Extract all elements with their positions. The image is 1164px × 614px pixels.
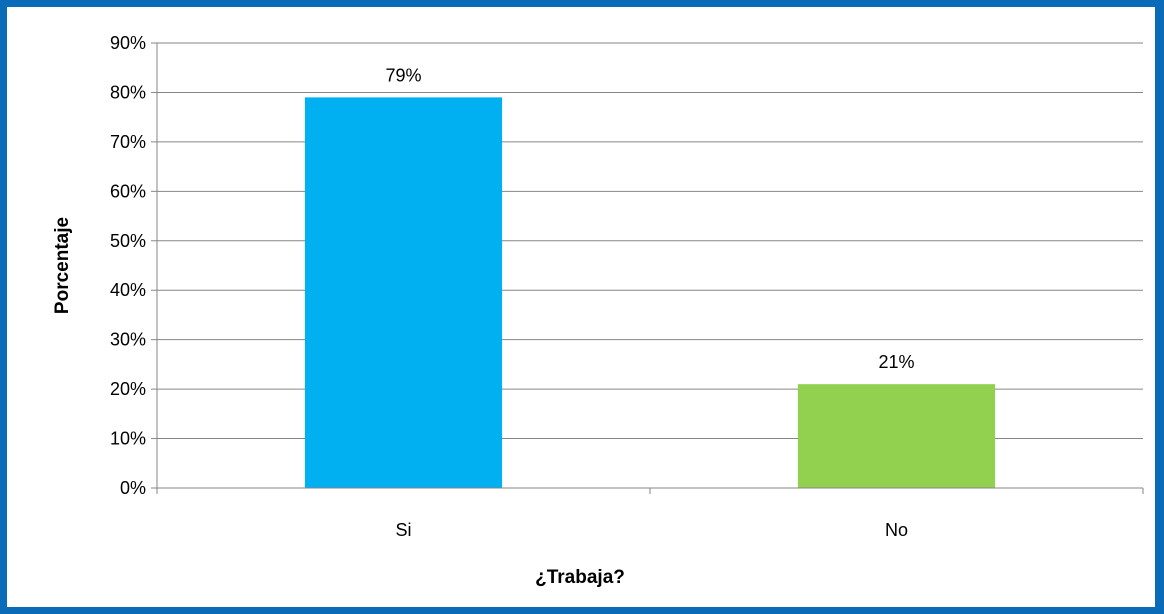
x-tick-label: No — [885, 520, 908, 540]
y-tick-label: 0% — [120, 478, 146, 498]
y-axis-title: Porcentaje — [52, 217, 73, 314]
data-label: 79% — [385, 65, 421, 85]
bar-si — [304, 97, 503, 488]
y-tick-label: 90% — [110, 33, 146, 53]
y-tick-labels: 0% 10% 20% 30% 40% 50% 60% 70% 80% 90% — [110, 33, 146, 498]
bar-no — [797, 384, 996, 488]
y-tick-label: 80% — [110, 82, 146, 102]
y-tick-label: 60% — [110, 181, 146, 201]
y-tick-label: 20% — [110, 379, 146, 399]
x-tick-labels: Si No — [395, 520, 908, 540]
y-tick-label: 40% — [110, 280, 146, 300]
x-axis-title: ¿Trabaja? — [535, 567, 625, 588]
y-tick-label: 10% — [110, 429, 146, 449]
y-tick-label: 30% — [110, 330, 146, 350]
data-labels: 79% 21% — [385, 65, 914, 372]
data-label: 21% — [878, 352, 914, 372]
bars — [304, 97, 996, 488]
y-tick-label: 50% — [110, 231, 146, 251]
y-tick-label: 70% — [110, 132, 146, 152]
x-tick-label: Si — [395, 520, 411, 540]
